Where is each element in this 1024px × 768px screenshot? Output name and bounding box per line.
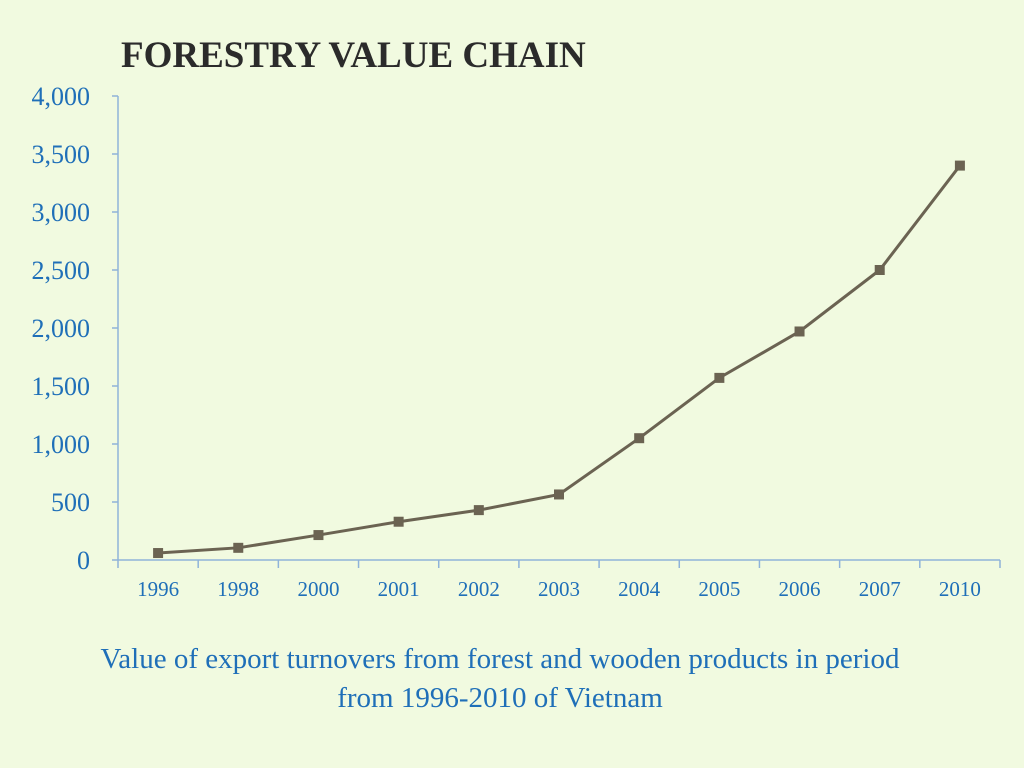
y-tick-label: 3,500 bbox=[32, 140, 91, 169]
data-point-marker bbox=[954, 160, 965, 171]
x-tick-label: 2005 bbox=[698, 577, 740, 601]
y-tick-label: 0 bbox=[77, 546, 90, 575]
x-tick-label: 2006 bbox=[779, 577, 821, 601]
caption-line-1: Value of export turnovers from forest an… bbox=[100, 643, 900, 675]
data-point-marker bbox=[233, 542, 244, 553]
x-tick-label: 2003 bbox=[538, 577, 580, 601]
y-tick-label: 500 bbox=[51, 488, 90, 517]
data-point-marker bbox=[393, 516, 404, 527]
y-tick-label: 4,000 bbox=[32, 82, 91, 111]
data-series bbox=[153, 160, 965, 559]
caption-line-2: from 1996-2010 of Vietnam bbox=[337, 682, 663, 714]
x-tick-label: 2010 bbox=[939, 577, 981, 601]
data-point-marker bbox=[473, 505, 484, 516]
x-tick-label: 2002 bbox=[458, 577, 500, 601]
x-axis-ticks: 1996 1998 2000 2001 2002 2003 2004 2005 2006 2007… bbox=[137, 577, 981, 601]
data-point-marker bbox=[153, 548, 164, 559]
chart-axes bbox=[112, 95, 1001, 568]
data-point-marker bbox=[554, 489, 564, 500]
y-tick-label: 1,500 bbox=[32, 372, 91, 401]
chart-caption: Value of export turnovers from forest an… bbox=[0, 640, 1000, 718]
data-point-marker bbox=[714, 372, 725, 383]
data-point-marker bbox=[794, 326, 805, 337]
x-tick-label: 2004 bbox=[618, 577, 661, 601]
y-tick-label: 2,500 bbox=[32, 256, 91, 285]
y-axis-ticks: 0 500 1,000 1,500 2,000 2,500 3,000 3,500 4,000 bbox=[32, 82, 91, 575]
x-tick-label: 1998 bbox=[217, 577, 259, 601]
data-point-marker bbox=[313, 530, 324, 541]
data-point-marker bbox=[634, 433, 645, 444]
y-tick-label: 1,000 bbox=[32, 430, 91, 459]
data-point-marker bbox=[874, 265, 885, 275]
x-tick-label: 2001 bbox=[378, 577, 420, 601]
x-tick-label: 1996 bbox=[137, 577, 179, 601]
y-tick-label: 2,000 bbox=[32, 314, 91, 343]
x-tick-label: 2000 bbox=[297, 577, 339, 601]
chart-title: FORESTRY VALUE CHAIN bbox=[121, 35, 586, 76]
x-tick-label: 2007 bbox=[859, 577, 901, 601]
y-tick-label: 3,000 bbox=[32, 198, 91, 227]
